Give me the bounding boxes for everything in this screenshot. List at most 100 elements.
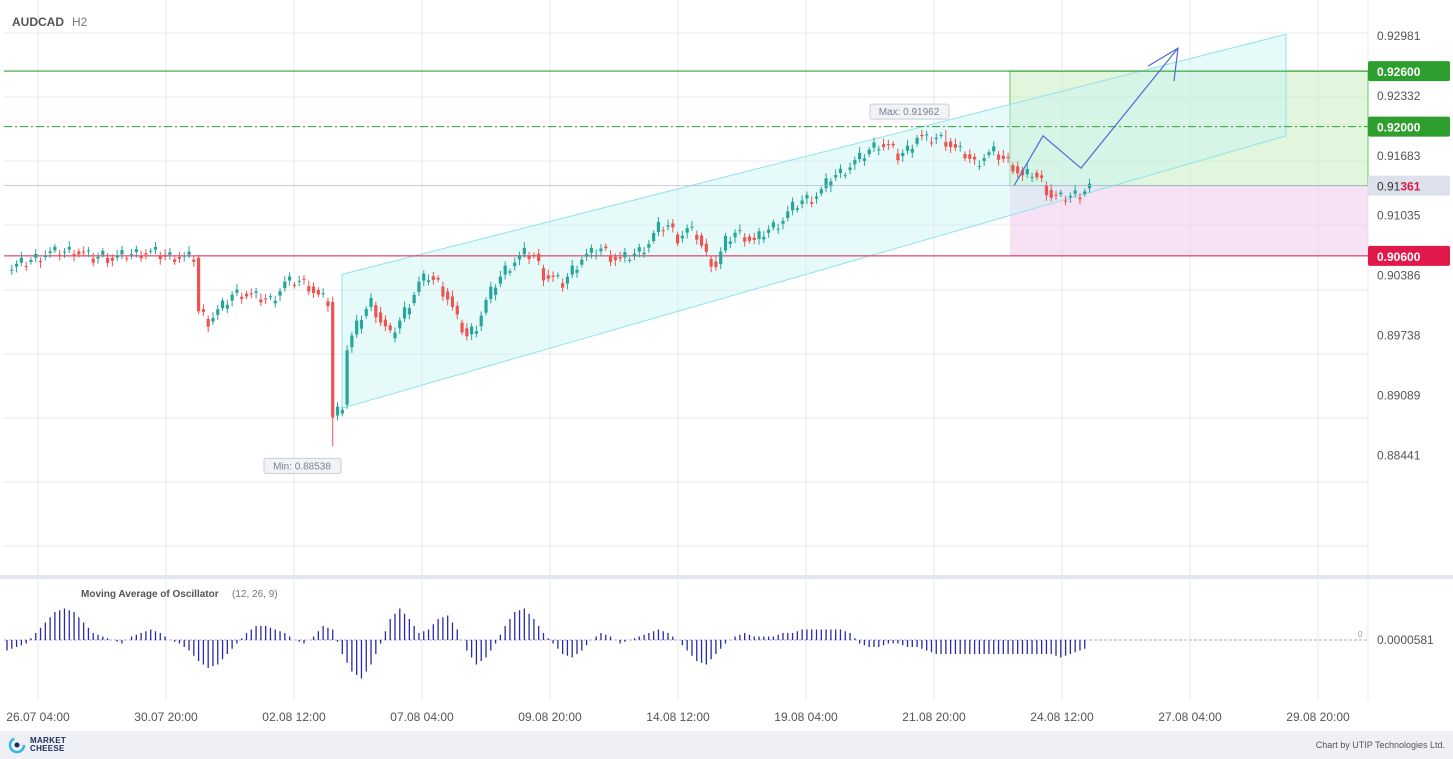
candle-bear [77, 251, 81, 255]
candle-bear [996, 154, 1001, 160]
time-tick-label: 30.07 20:00 [134, 710, 198, 724]
candle-bear [82, 251, 86, 253]
candle-bear [177, 256, 182, 259]
candle-bull [575, 269, 579, 273]
candle-bull [992, 146, 996, 152]
candle-bear [326, 301, 330, 307]
candle-bull [67, 246, 71, 250]
candle-bull [101, 250, 105, 255]
candle-bull [86, 250, 91, 252]
candle-bear [561, 283, 565, 288]
price-tick-label: 0.89089 [1377, 388, 1421, 402]
candle-bull [584, 253, 589, 257]
candle-bull [795, 208, 799, 210]
take-profit-1-tag-label: 0.92000 [1377, 121, 1421, 135]
candle-bull [862, 158, 867, 161]
candle-bear [460, 322, 464, 333]
candle-bear [201, 309, 205, 312]
candle-bear [920, 134, 924, 137]
candle-bull [647, 244, 651, 248]
candle-bear [139, 256, 143, 259]
candle-bear [661, 230, 665, 232]
candle-bull [556, 275, 560, 277]
candle-bull [134, 249, 138, 253]
candle-bull [393, 332, 397, 339]
price-grid [0, 0, 1453, 700]
candle-bull [182, 255, 186, 257]
candle-bear [604, 246, 608, 249]
current-price-highlight: 361 [1400, 180, 1420, 194]
candle-bear [455, 305, 459, 315]
candle-bear [240, 296, 244, 299]
candle-bull [910, 148, 914, 153]
candle-bull [220, 300, 225, 309]
candle-bull [642, 252, 646, 255]
time-tick-label: 29.08 20:00 [1286, 710, 1350, 724]
candle-bear [896, 153, 900, 161]
candle-bull [288, 276, 292, 281]
candle-bull [273, 300, 277, 304]
candle-bear [944, 142, 948, 147]
candle-bear [441, 286, 445, 297]
candle-bear [302, 278, 306, 280]
candle-bear [1063, 200, 1068, 202]
logo-line-2: CHEESE [30, 744, 65, 753]
candle-bull [805, 195, 809, 199]
candle-bear [1054, 194, 1058, 196]
candle-bull [426, 280, 431, 282]
price-axis[interactable]: 0.92981 0.92332 0.91683 0.91035 0.90386 0.897… [1368, 29, 1450, 462]
time-tick-label: 24.08 12:00 [1030, 710, 1094, 724]
time-tick-label: 27.08 04:00 [1158, 710, 1222, 724]
candle-bull [690, 226, 694, 228]
candle-bull [407, 308, 411, 315]
candle-bull [719, 251, 723, 265]
candle-bear [881, 144, 886, 148]
candle-bull [235, 289, 239, 293]
candle-bear [1040, 175, 1044, 178]
candle-bull [656, 222, 661, 233]
max-label: Max: 0.91962 [879, 107, 940, 118]
candle-bull [762, 236, 766, 240]
oscillator-pane: 0 0.0000581 [4, 608, 1434, 679]
candle-bear [1044, 185, 1049, 196]
candle-bear [963, 154, 967, 159]
candle-bull [115, 255, 119, 258]
candle-bear [532, 254, 536, 256]
candle-bear [24, 265, 28, 267]
candle-bear [704, 243, 708, 252]
candle-bull [915, 137, 919, 144]
candle-bear [105, 258, 110, 263]
candle-bull [939, 134, 943, 136]
candle-bear [436, 277, 440, 280]
candle-bull [359, 319, 364, 329]
candle-bear [968, 154, 972, 159]
logo-text: MARKET CHEESE [30, 737, 66, 753]
candle-bull [781, 220, 785, 224]
candle-bear [608, 255, 613, 262]
candle-bear [699, 235, 704, 246]
candle-bull [925, 134, 929, 136]
price-levels [4, 70, 1368, 257]
candle-bull [493, 287, 498, 295]
candle-bull [216, 309, 220, 315]
candle-bull [776, 228, 780, 230]
candle-bull [129, 254, 134, 256]
candle-bull [565, 276, 570, 284]
candle-bull [508, 271, 512, 273]
candle-bull [34, 253, 38, 258]
candle-bull [728, 241, 732, 245]
candle-bull [513, 262, 517, 267]
candle-bull [355, 320, 359, 335]
candle-bear [316, 289, 320, 295]
time-tick-label: 07.08 04:00 [390, 710, 454, 724]
candle-bull [62, 251, 67, 253]
forecast-arrowhead [1147, 46, 1179, 82]
time-tick-label: 14.08 12:00 [646, 710, 710, 724]
candle-bull [498, 276, 502, 284]
candle-bull [838, 168, 843, 174]
candle-bull [767, 229, 771, 233]
candle-bull [814, 196, 819, 199]
price-tick-label: 0.89738 [1377, 328, 1421, 342]
time-axis[interactable]: 26.07 04:00 30.07 20:00 02.08 12:00 07.08 0… [6, 710, 1350, 724]
